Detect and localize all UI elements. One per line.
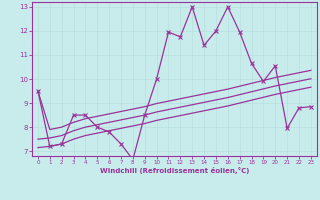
X-axis label: Windchill (Refroidissement éolien,°C): Windchill (Refroidissement éolien,°C) xyxy=(100,167,249,174)
